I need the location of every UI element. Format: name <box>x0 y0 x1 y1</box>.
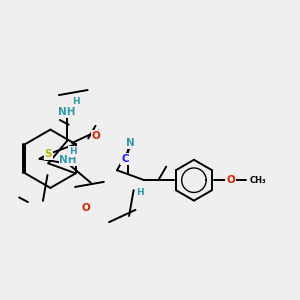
Text: H: H <box>72 97 80 106</box>
Text: CH₃: CH₃ <box>249 176 266 185</box>
Text: NH: NH <box>58 107 76 117</box>
Text: N: N <box>127 138 135 148</box>
Text: NH: NH <box>59 155 77 165</box>
Text: O: O <box>91 131 100 141</box>
Text: H: H <box>69 147 76 156</box>
Text: O: O <box>82 203 90 213</box>
Text: O: O <box>226 175 235 185</box>
Text: H: H <box>136 188 144 197</box>
Text: C: C <box>121 154 129 164</box>
Text: S: S <box>44 149 52 159</box>
